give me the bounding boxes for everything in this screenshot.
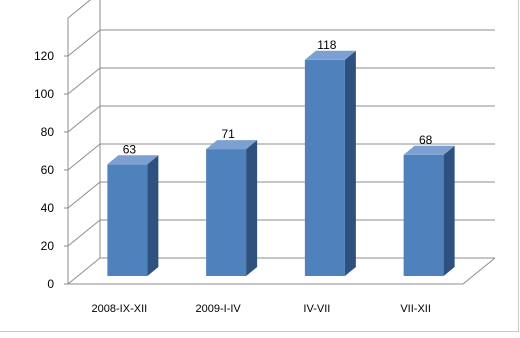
gridline-side [67,29,101,57]
y-tick-label: 0 [47,277,54,291]
data-label: 68 [419,133,433,147]
y-axis: 0 20 40 60 80 100 120 [34,18,69,291]
gridline-side [67,219,101,247]
bar-front [403,154,444,276]
gridline-side [67,257,101,285]
data-label: 71 [221,127,235,141]
x-tick-label: 2009-I-IV [196,303,242,315]
bar [206,140,258,276]
y-tick-label: 120 [34,49,54,63]
x-axis-labels: 2008-IX-XII 2009-I-IV IV-VII VII-XII [92,303,431,315]
bar-side [246,140,258,276]
bar-top [403,145,455,155]
gridline-side [67,105,101,133]
gridlines [67,0,495,285]
y-tick-label: 60 [41,163,55,177]
bar-side [147,155,159,276]
floor-edge [68,257,496,285]
bar-front [107,164,148,276]
x-tick-label: IV-VII [303,303,330,315]
chart-floor [68,257,496,285]
bar [304,50,356,276]
x-tick-label: 2008-IX-XII [92,303,148,315]
y-tick-label: 80 [41,125,55,139]
y-tick-label: 20 [41,239,55,253]
bar-side [344,50,356,276]
data-label: 63 [123,142,137,156]
gridline-side [67,181,101,209]
gridline-side [67,0,91,19]
bar-front [206,149,247,276]
bar [107,155,159,276]
gridline-side [67,143,101,171]
bars [107,50,455,276]
bar [403,145,455,276]
bar-top [206,140,258,150]
data-label: 118 [317,38,336,52]
x-tick-label: VII-XII [400,303,431,315]
gridline-side [67,67,101,95]
bar-top [107,155,159,165]
y-tick-label: 100 [34,87,54,101]
bar-front [304,59,345,276]
bar-side [443,145,455,276]
data-labels: 63 71 118 68 [123,38,433,157]
y-tick-label: 40 [41,201,55,215]
bar-top [304,50,356,60]
